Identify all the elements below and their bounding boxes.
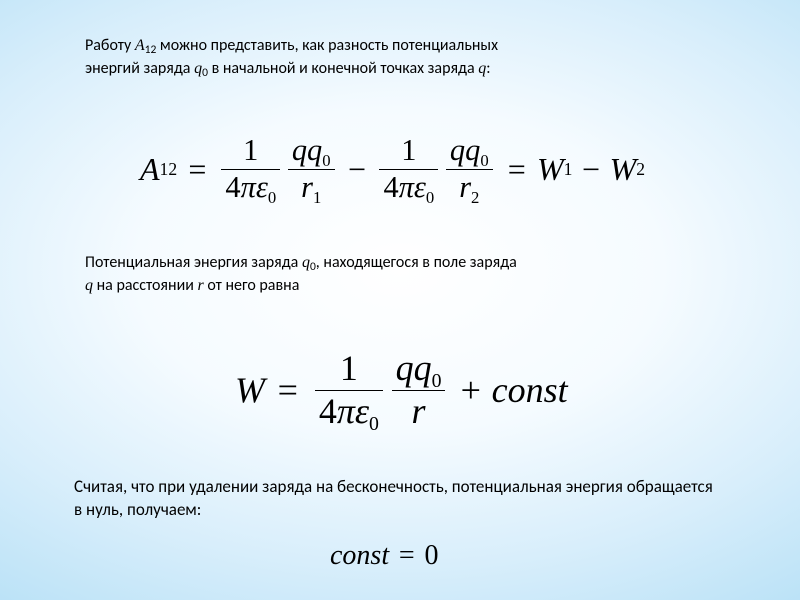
f1-pi-2: π [399, 170, 414, 204]
f2-W: W [235, 369, 265, 411]
f1-r2: r [459, 170, 471, 204]
f3-const: const [330, 540, 389, 572]
p2-r: r [197, 277, 203, 294]
f1-four-1: 4 [225, 170, 240, 204]
f2-q0: q [414, 348, 432, 388]
f2-eps: ε [355, 391, 369, 431]
f1-frac2b: qq0 r2 [446, 135, 493, 204]
f1-frac1a-den: 4πε0 [221, 172, 280, 204]
f1-frac2b-num: qq0 [446, 135, 493, 167]
formula-1: A12 = 1 4πε0 qq0 r1 − 1 [140, 135, 645, 204]
paragraph-1: Работу A12 можно представить, как разнос… [85, 35, 705, 82]
f2-fracA: 1 4πε0 [315, 350, 383, 431]
f2-fracA-num: 1 [336, 350, 362, 388]
paragraph-3: Считая, что при удалении заряда на беско… [74, 476, 714, 522]
paragraph-2: Потенциальная энергия заряда q0, находящ… [85, 252, 705, 297]
f1-frac1b-num: qq0 [288, 135, 335, 167]
f2-fracB-num: qq0 [392, 350, 446, 388]
f1-W2: W [610, 151, 637, 188]
f1-W1: W [537, 151, 564, 188]
f1-minus: − [348, 151, 366, 188]
f3-zero: 0 [425, 540, 439, 572]
var-A: A [135, 37, 145, 54]
f1-A: A [140, 151, 160, 188]
p2-b: , находящегося в поле заряда [316, 253, 517, 272]
p2-d: от него равна [207, 276, 299, 295]
f1-frac2b-den: r2 [455, 172, 483, 204]
f2-q0sub: 0 [432, 370, 442, 392]
f1-r2sub: 2 [471, 188, 479, 207]
p2-q0: q [302, 254, 310, 271]
f1-minus2: − [582, 151, 600, 188]
f1-eq1: = [188, 151, 206, 188]
f1-eps-1: ε [256, 170, 268, 204]
f1-q0sub2: 0 [480, 151, 488, 170]
f2-fracB-den: r [408, 393, 430, 431]
p1-text-d: в начальной и конечной точках заряда [212, 59, 479, 78]
f2-pi: π [337, 391, 355, 431]
f1-frac2a-den: 4πε0 [379, 172, 438, 204]
f2-fracB: qq0 r [392, 350, 446, 431]
f2-q: q [396, 348, 414, 388]
f1-q1: q [292, 133, 307, 167]
formula-3: const = 0 [330, 540, 439, 572]
f1-frac1a: 1 4πε0 [221, 135, 280, 204]
f1-r1sub: 1 [313, 188, 321, 207]
f1-frac1a-num: 1 [239, 135, 262, 167]
p1-text-a: Работу [85, 36, 135, 55]
p3-text: Считая, что при удалении заряда на беско… [74, 476, 713, 520]
slide: Работу A12 можно представить, как разнос… [0, 0, 800, 600]
f1-eps-2: ε [414, 170, 426, 204]
f1-r1: r [301, 170, 313, 204]
p2-a: Потенциальная энергия заряда [85, 253, 302, 272]
f2-fracA-den: 4πε0 [315, 393, 383, 431]
var-q: q [194, 60, 202, 77]
f1-pi-1: π [241, 170, 256, 204]
f1-q0sub1: 0 [322, 151, 330, 170]
f1-q02: q [465, 133, 480, 167]
f1-eq2: = [508, 151, 526, 188]
f1-four-2: 4 [383, 170, 398, 204]
f1-frac1b-den: r1 [297, 172, 325, 204]
f1-eps-sub-2: 0 [426, 188, 434, 207]
f2-eq: = [278, 369, 298, 411]
f2-eps-sub: 0 [369, 413, 379, 435]
f1-frac2a-num: 1 [397, 135, 420, 167]
p1-text-e: : [486, 59, 490, 78]
f1-q01: q [307, 133, 322, 167]
f1-q2: q [450, 133, 465, 167]
f1-frac1b: qq0 r1 [288, 135, 335, 204]
formula-2: W = 1 4πε0 qq0 r + const [235, 350, 568, 431]
f1-eps-sub-1: 0 [268, 188, 276, 207]
f1-frac2a: 1 4πε0 [379, 135, 438, 204]
p1-text-b: можно представить, как разность потенциа… [160, 36, 498, 55]
f2-four: 4 [319, 391, 337, 431]
f2-plus: + [461, 369, 481, 411]
p1-text-c: энергий заряда [85, 59, 194, 78]
f2-const: const [492, 369, 568, 411]
sub-12: 12 [145, 43, 157, 57]
f3-eq: = [399, 540, 415, 572]
p2-q: q [85, 277, 93, 294]
p2-c: на расстоянии [97, 276, 198, 295]
sub-0: 0 [202, 66, 208, 80]
